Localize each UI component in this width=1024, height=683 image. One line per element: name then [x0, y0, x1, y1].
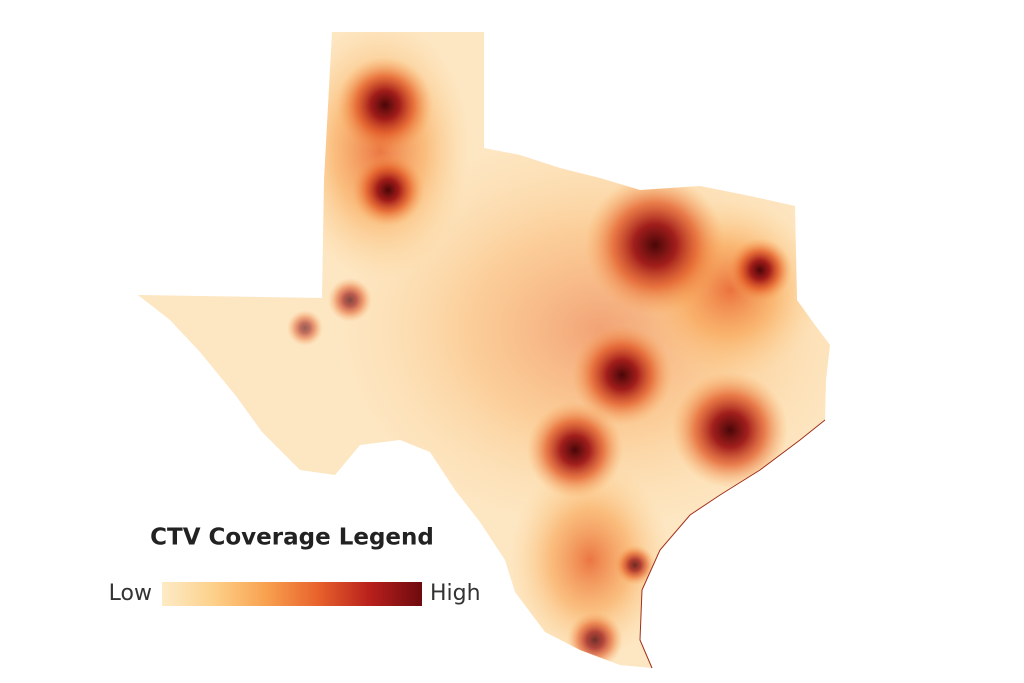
- coastline: [639, 419, 826, 669]
- hotspot: [337, 57, 433, 153]
- legend-high: High: [430, 581, 481, 606]
- hotspot: [328, 278, 372, 322]
- hotspot: [352, 154, 424, 226]
- hotspot: [728, 238, 792, 302]
- legend-title: CTV Coverage Legend: [150, 525, 434, 551]
- region-glow: [510, 460, 670, 660]
- hotspot: [567, 612, 623, 668]
- legend-gradient: [162, 582, 422, 606]
- hotspot: [572, 325, 672, 425]
- legend-low: Low: [109, 581, 152, 606]
- hotspot: [527, 402, 623, 498]
- hotspot: [585, 175, 725, 315]
- texas-heatmap: [138, 32, 830, 668]
- hotspot: [287, 310, 323, 346]
- hotspot: [672, 372, 788, 488]
- hotspot: [615, 545, 655, 585]
